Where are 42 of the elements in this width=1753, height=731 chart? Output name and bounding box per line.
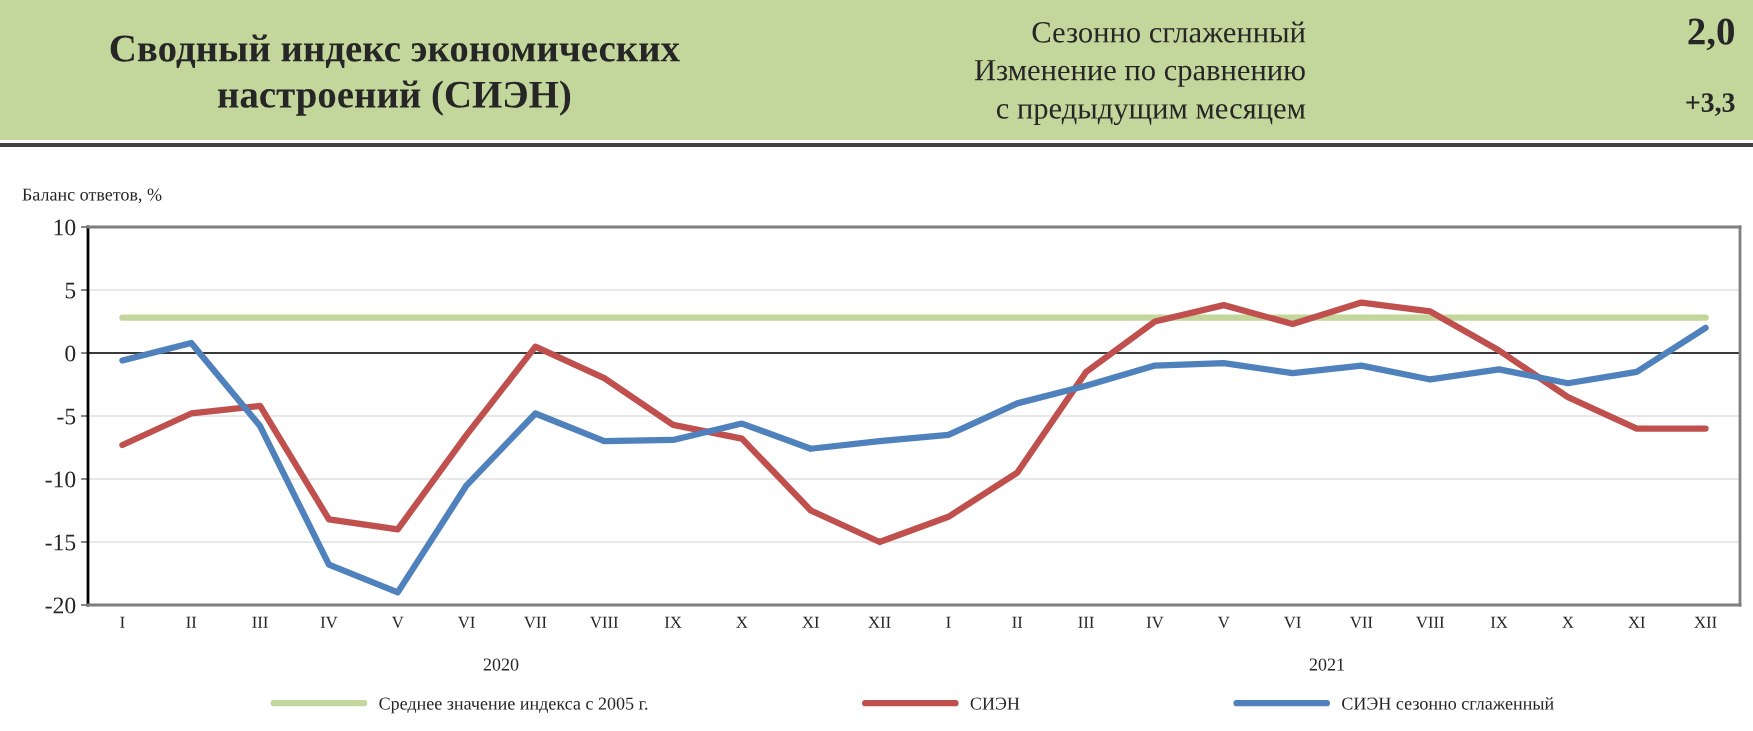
chart-title: Сводный индекс экономических настроений (СИЭН) <box>110 34 680 116</box>
text: +3,3 <box>1686 93 1735 116</box>
x-tick-label: III <box>1078 616 1094 628</box>
y-tick-label: 0 <box>65 345 76 362</box>
x-tick-label: IV <box>320 616 338 628</box>
x-tick-label: III <box>252 616 268 628</box>
x-tick-label: XI <box>1628 616 1645 628</box>
x-tick-label: II <box>186 616 197 628</box>
text: 2021 <box>1309 658 1344 671</box>
x-tick-label: IX <box>664 616 682 628</box>
x-tick-label: XII <box>1694 616 1717 628</box>
x-tick-label: I <box>120 616 125 628</box>
x-tick-label: XI <box>802 616 819 628</box>
x-tick-label: XII <box>868 616 891 628</box>
x-tick-label: V <box>391 616 404 628</box>
text: Сезонно сглаженный <box>1032 21 1306 43</box>
y-tick-label: -5 <box>57 408 76 425</box>
y-tick-label: 5 <box>65 282 76 299</box>
x-tick-label: X <box>736 616 748 628</box>
y-tick-label: -20 <box>45 597 76 614</box>
x-tick-label: VII <box>524 616 547 628</box>
legend-label: СИЭН сезонно сглаженный <box>1342 697 1554 710</box>
x-tick-label: VI <box>457 616 475 628</box>
legend-label: Среднее значение индекса с 2005 г. <box>379 697 648 714</box>
text: 2020 <box>483 658 519 671</box>
y-tick-label: -15 <box>45 534 76 551</box>
y-tick-label: -10 <box>45 471 76 488</box>
x-tick-label: I <box>946 616 951 628</box>
x-tick-label: VII <box>1350 616 1373 628</box>
text: Изменение по сравнению с предыдущим месяцем <box>974 60 1306 126</box>
x-tick-label: VIII <box>1416 616 1445 628</box>
x-tick-label: IX <box>1490 616 1508 628</box>
x-tick-label: IV <box>1146 616 1164 628</box>
y-tick-label: 10 <box>54 219 76 236</box>
y-axis-title: Баланс ответов, % <box>22 188 162 204</box>
x-tick-label: X <box>1562 616 1574 628</box>
x-tick-label: II <box>1012 616 1023 628</box>
x-tick-label: V <box>1217 616 1230 628</box>
x-tick-label: VIII <box>590 616 619 628</box>
legend-label: СИЭН <box>970 697 1020 710</box>
text: 2,0 <box>1688 18 1734 51</box>
x-tick-label: VI <box>1283 616 1301 628</box>
